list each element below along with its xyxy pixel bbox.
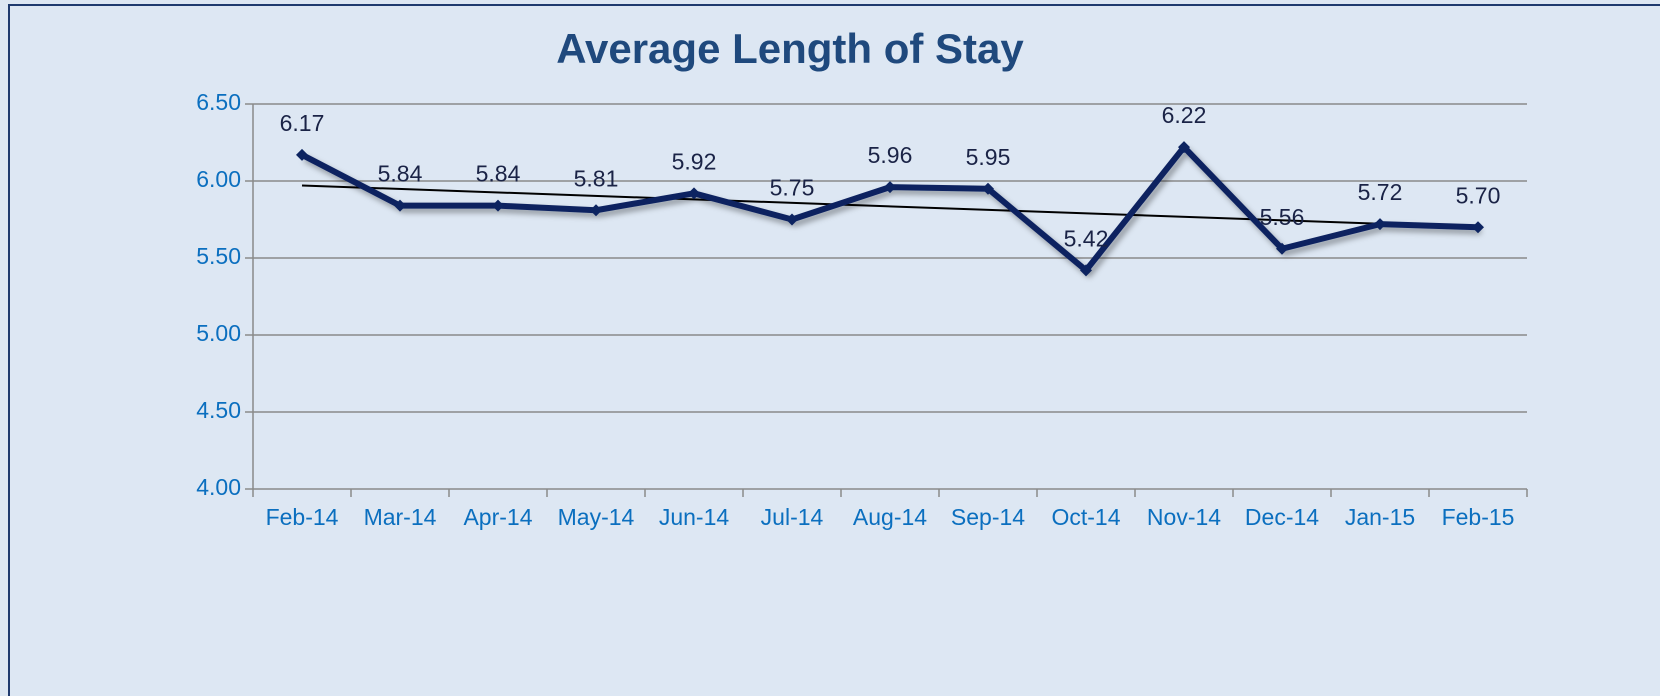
point-marker xyxy=(688,187,700,200)
x-tick-label: Sep-14 xyxy=(951,504,1025,530)
y-tick-label: 4.50 xyxy=(196,397,241,423)
point-marker xyxy=(1178,141,1190,154)
x-tick-label: Mar-14 xyxy=(364,504,437,530)
x-tick-label: Apr-14 xyxy=(463,504,532,530)
data-label: 5.84 xyxy=(378,161,423,187)
y-tick-label: 5.00 xyxy=(196,320,241,346)
x-tick-label: Jun-14 xyxy=(659,504,730,530)
data-label: 5.72 xyxy=(1358,179,1403,205)
x-tick-label: Oct-14 xyxy=(1051,504,1120,530)
data-label: 5.42 xyxy=(1064,225,1109,251)
x-tick-label: Dec-14 xyxy=(1245,504,1319,530)
x-tick-label: Feb-14 xyxy=(266,504,339,530)
chart-border xyxy=(8,4,1660,696)
point-marker xyxy=(1276,242,1288,255)
data-label: 5.81 xyxy=(574,165,619,191)
trendline xyxy=(301,184,1479,229)
chart-title: Average Length of Stay xyxy=(556,25,1024,72)
x-tick-label: May-14 xyxy=(558,504,635,530)
data-label: 5.75 xyxy=(770,175,815,201)
point-marker xyxy=(590,204,602,217)
point-marker xyxy=(1374,218,1386,231)
x-tick-label: Jan-15 xyxy=(1345,504,1415,530)
point-marker xyxy=(884,181,896,194)
point-marker xyxy=(1080,264,1092,277)
data-label: 5.96 xyxy=(868,142,913,168)
y-tick-label: 5.50 xyxy=(196,243,241,269)
data-label: 6.22 xyxy=(1162,102,1207,128)
data-label: 6.17 xyxy=(280,110,325,136)
point-marker xyxy=(1472,221,1484,234)
data-label: 5.95 xyxy=(966,144,1011,170)
data-label: 5.70 xyxy=(1456,182,1501,208)
data-label: 5.84 xyxy=(476,161,521,187)
point-marker xyxy=(492,199,504,212)
point-marker xyxy=(296,148,308,161)
data-label: 5.56 xyxy=(1260,204,1305,230)
x-tick-label: Feb-15 xyxy=(1442,504,1515,530)
point-marker xyxy=(786,213,798,226)
x-tick-label: Jul-14 xyxy=(761,504,824,530)
y-tick-label: 4.00 xyxy=(196,474,241,500)
x-tick-label: Aug-14 xyxy=(853,504,927,530)
y-tick-label: 6.50 xyxy=(196,89,241,115)
point-marker xyxy=(394,199,406,212)
point-marker xyxy=(982,182,994,195)
y-tick-label: 6.00 xyxy=(196,166,241,192)
x-tick-label: Nov-14 xyxy=(1147,504,1221,530)
data-label: 5.92 xyxy=(672,148,717,174)
